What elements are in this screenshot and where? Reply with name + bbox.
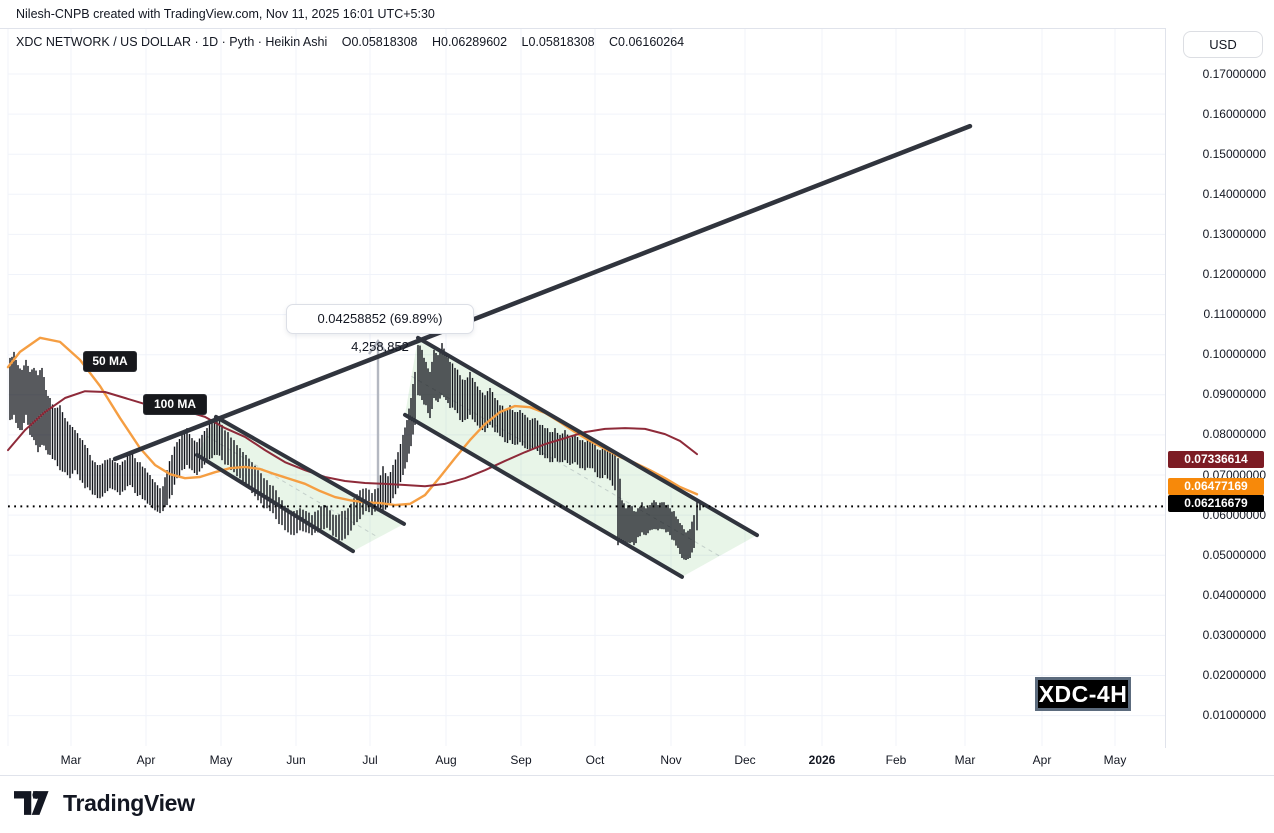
time-tick-label: Apr (136, 753, 156, 767)
price-tick-label: 0.12000000 (1202, 267, 1266, 281)
legend-separator: · (194, 35, 203, 49)
price-tick-label: 0.13000000 (1202, 226, 1266, 241)
last-price-tag: 0.06216679 (1168, 495, 1264, 512)
low-value: L0.05818308 (521, 35, 595, 49)
close-value: C0.06160264 (609, 35, 685, 49)
ma50-label[interactable]: 50 MA (84, 352, 136, 371)
time-tick-label: Oct (585, 753, 605, 767)
time-tick-label: Nov (660, 753, 682, 767)
channel1-upper-line[interactable] (214, 414, 406, 526)
currency-toggle-button[interactable]: USD (1183, 31, 1263, 58)
grid-lines (7, 29, 1165, 746)
price-range-arrow[interactable] (368, 338, 388, 512)
time-tick-label: Dec (734, 753, 756, 767)
price-axis-separator (1165, 28, 1166, 775)
channel2-lower-line[interactable] (403, 412, 684, 579)
price-tick-label: 0.14000000 (1202, 186, 1266, 201)
candles (9, 343, 701, 561)
price-scale[interactable]: USD 0.17000000 0.16000000 0.15000000 0.1400… (1166, 28, 1274, 775)
ma100-line[interactable] (7, 390, 698, 488)
attribution-text: Nilesh-CNPB created with TradingView.com… (16, 7, 435, 21)
legend-separator: · (221, 35, 230, 49)
price-tick-label: 0.10000000 (1202, 347, 1266, 362)
high-value: H0.06289602 (431, 35, 508, 49)
price-tick-label: 0.08000000 (1202, 427, 1266, 442)
tradingview-logo-text: TradingView (63, 789, 195, 816)
price-tick-label: 0.04000000 (1202, 587, 1266, 602)
measure-label[interactable]: 0.04258852 (69.89%) 4,258,852 (286, 304, 474, 354)
chart-style-label: Heikin Ashi (265, 35, 328, 49)
price-tick-label: 0.03000000 (1202, 627, 1266, 642)
watermark-text-label[interactable]: XDC-4H (1035, 677, 1131, 711)
ma100-label[interactable]: 100 MA (144, 395, 206, 414)
time-tick-label: Aug (435, 753, 457, 767)
chart-top-border (0, 28, 1274, 29)
ma50-price-tag: 0.06477169 (1168, 478, 1264, 495)
price-tick-label: 0.02000000 (1202, 668, 1266, 682)
symbol-legend[interactable]: XDC NETWORK / US DOLLAR · 1D · Pyth · He… (16, 35, 684, 49)
channel2-upper-line[interactable] (416, 335, 759, 538)
ma100-price-tag: 0.07336614 (1168, 451, 1264, 468)
time-tick-label: Apr (1032, 753, 1052, 767)
price-tick-label: 0.15000000 (1202, 146, 1266, 161)
parallel-channel-1[interactable] (197, 416, 404, 552)
time-tick-label: Jun (286, 753, 306, 767)
price-tick-label: 0.16000000 (1202, 106, 1266, 121)
provider-label: Pyth (229, 35, 255, 49)
time-tick-label: May (209, 753, 233, 767)
price-tick-label: 0.11000000 (1203, 307, 1266, 322)
legend-separator: · (257, 35, 266, 49)
time-tick-label: Jul (362, 753, 378, 767)
time-tick-label: May (1103, 753, 1127, 767)
interval-label[interactable]: 1D (202, 35, 219, 49)
tradingview-logo-icon (14, 791, 49, 815)
channel1-lower-line[interactable] (195, 452, 355, 554)
price-tick-label: 0.09000000 (1202, 387, 1266, 402)
time-tick-label: 2026 (808, 753, 836, 767)
tradingview-logo[interactable]: TradingView (14, 785, 195, 821)
price-tick-label: 0.05000000 (1202, 547, 1266, 562)
time-scale[interactable]: Mar Apr May Jun Jul Aug Sep Oct Nov Dec 2026 Feb Mar… (0, 748, 1274, 775)
symbol-title[interactable]: XDC NETWORK / US DOLLAR (16, 35, 192, 49)
time-tick-label: Mar (60, 753, 82, 767)
chart-bottom-border (0, 775, 1274, 776)
time-tick-label: Feb (885, 753, 907, 767)
open-value: O0.05818308 (341, 35, 418, 49)
price-tick-label: 0.17000000 (1202, 66, 1266, 81)
time-tick-label: Sep (510, 753, 532, 767)
time-tick-label: Mar (954, 753, 976, 767)
price-tick-label: 0.01000000 (1202, 708, 1266, 723)
ascending-trendline[interactable] (112, 123, 973, 462)
